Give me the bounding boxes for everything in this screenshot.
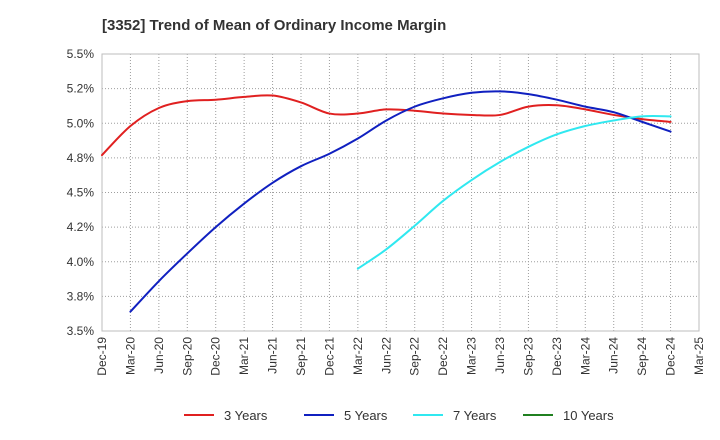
series-line-5-years	[129, 90, 672, 313]
x-tick-label: Sep-20	[180, 337, 194, 376]
x-tick-label: Dec-24	[664, 337, 678, 376]
x-tick-label: Mar-20	[123, 337, 137, 375]
x-tick-label: Jun-23	[493, 337, 507, 374]
y-tick-label: 3.8%	[67, 289, 95, 303]
x-tick-label: Sep-24	[635, 337, 649, 376]
x-tick-label: Jun-20	[152, 337, 166, 374]
y-tick-label: 5.5%	[67, 47, 95, 61]
x-tick-label: Mar-22	[351, 337, 365, 375]
x-tick-label: Dec-23	[550, 337, 564, 376]
x-tick-label: Dec-21	[322, 337, 336, 376]
legend-label: 5 Years	[344, 408, 388, 423]
y-tick-label: 4.5%	[67, 186, 95, 200]
y-tick-label: 4.8%	[67, 151, 95, 165]
y-tick-label: 5.0%	[67, 116, 95, 130]
x-tick-label: Jun-21	[266, 337, 280, 374]
x-tick-label: Dec-22	[436, 337, 450, 376]
grid	[102, 54, 699, 331]
x-tick-label: Mar-23	[465, 337, 479, 375]
y-tick-label: 3.5%	[67, 324, 95, 338]
x-tick-label: Dec-19	[95, 337, 109, 376]
x-tick-label: Jun-24	[607, 337, 621, 374]
x-tick-label: Sep-22	[408, 337, 422, 376]
x-tick-label: Mar-21	[237, 337, 251, 375]
series-line-3-years	[101, 94, 672, 157]
x-tick-label: Mar-25	[692, 337, 706, 375]
y-tick-label: 5.2%	[67, 82, 95, 96]
legend-label: 3 Years	[224, 408, 268, 423]
legend-label: 7 Years	[453, 408, 497, 423]
x-tick-label: Dec-20	[209, 337, 223, 376]
plot-area-border	[101, 53, 700, 332]
y-axis: 3.5% 3.8% 4.0% 4.2% 4.5% 4.8% 5.0% 5.2% 5.5%	[67, 47, 95, 338]
x-tick-label: Sep-23	[521, 337, 535, 376]
x-axis: Dec-19 Mar-20 Jun-20 Sep-20 Dec-20 Mar-21 Jun-…	[95, 337, 706, 376]
y-tick-label: 4.2%	[67, 220, 95, 234]
legend-label: 10 Years	[563, 408, 614, 423]
series-lines	[101, 90, 672, 313]
y-tick-label: 4.0%	[67, 255, 95, 269]
x-tick-label: Jun-22	[379, 337, 393, 374]
legend: 3 Years 5 Years 7 Years 10 Years	[184, 408, 614, 423]
x-tick-label: Sep-21	[294, 337, 308, 376]
series-line-7-years	[356, 115, 672, 270]
chart-title: [3352] Trend of Mean of Ordinary Income …	[102, 17, 446, 34]
x-tick-label: Mar-24	[578, 337, 592, 375]
